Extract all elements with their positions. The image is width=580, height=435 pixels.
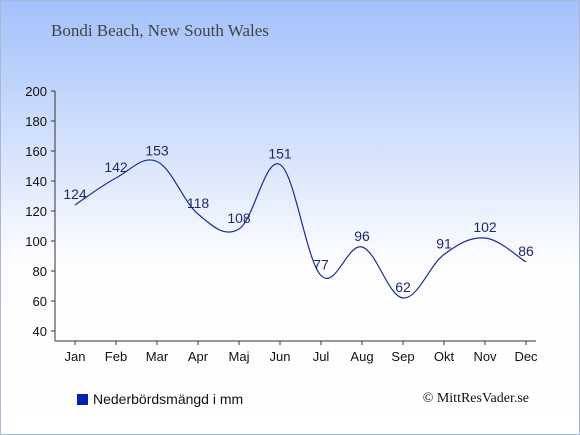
data-labels: 124 142 153 118 108 151 77 96 62 91 102 86: [63, 143, 534, 296]
series-layer: [74, 159, 527, 299]
data-label: 151: [268, 146, 292, 162]
credit-text: © MittResVader.se: [422, 391, 529, 406]
x-tick-label: Jun: [270, 349, 291, 364]
y-tick-label: 60: [33, 294, 47, 309]
data-label: 86: [518, 243, 534, 259]
series-line: [74, 159, 527, 299]
x-tick-label: Apr: [188, 349, 209, 364]
data-label: 118: [187, 195, 210, 211]
data-label: 142: [104, 159, 128, 175]
axes: 40 60 80 100 120 140 160 180 200 Jan Feb Mar Apr Maj J…: [25, 84, 538, 364]
y-tick-label: 140: [25, 174, 47, 189]
y-tick-label: 200: [25, 84, 47, 99]
y-tick-label: 80: [33, 264, 47, 279]
data-label: 62: [395, 279, 411, 295]
data-label: 153: [145, 143, 169, 159]
y-tick-label: 100: [25, 234, 47, 249]
data-label: 77: [313, 257, 329, 273]
data-label: 124: [63, 186, 87, 202]
x-tick-label: Jan: [65, 349, 86, 364]
chart-title: Bondi Beach, New South Wales: [51, 21, 269, 40]
data-label: 108: [227, 210, 251, 226]
y-tick-label: 180: [25, 114, 47, 129]
data-label: 102: [473, 219, 497, 235]
x-tick-label: Feb: [105, 349, 127, 364]
y-tick-label: 120: [25, 204, 47, 219]
x-tick-label: Nov: [473, 349, 497, 364]
data-label: 96: [354, 228, 370, 244]
x-tick-label: Mar: [146, 349, 169, 364]
x-tick-label: Maj: [229, 349, 250, 364]
x-tick-label: Jul: [313, 349, 330, 364]
legend: Nederbördsmängd i mm: [77, 391, 243, 407]
legend-swatch: [77, 393, 88, 405]
legend-label: Nederbördsmängd i mm: [93, 391, 244, 407]
y-tick-label: 160: [25, 144, 47, 159]
x-tick-label: Sep: [391, 349, 414, 364]
x-tick-label: Dec: [514, 349, 538, 364]
x-tick-label: Aug: [350, 349, 373, 364]
x-tick-label: Okt: [434, 349, 455, 364]
y-tick-label: 40: [33, 324, 47, 339]
data-label: 91: [436, 236, 452, 252]
